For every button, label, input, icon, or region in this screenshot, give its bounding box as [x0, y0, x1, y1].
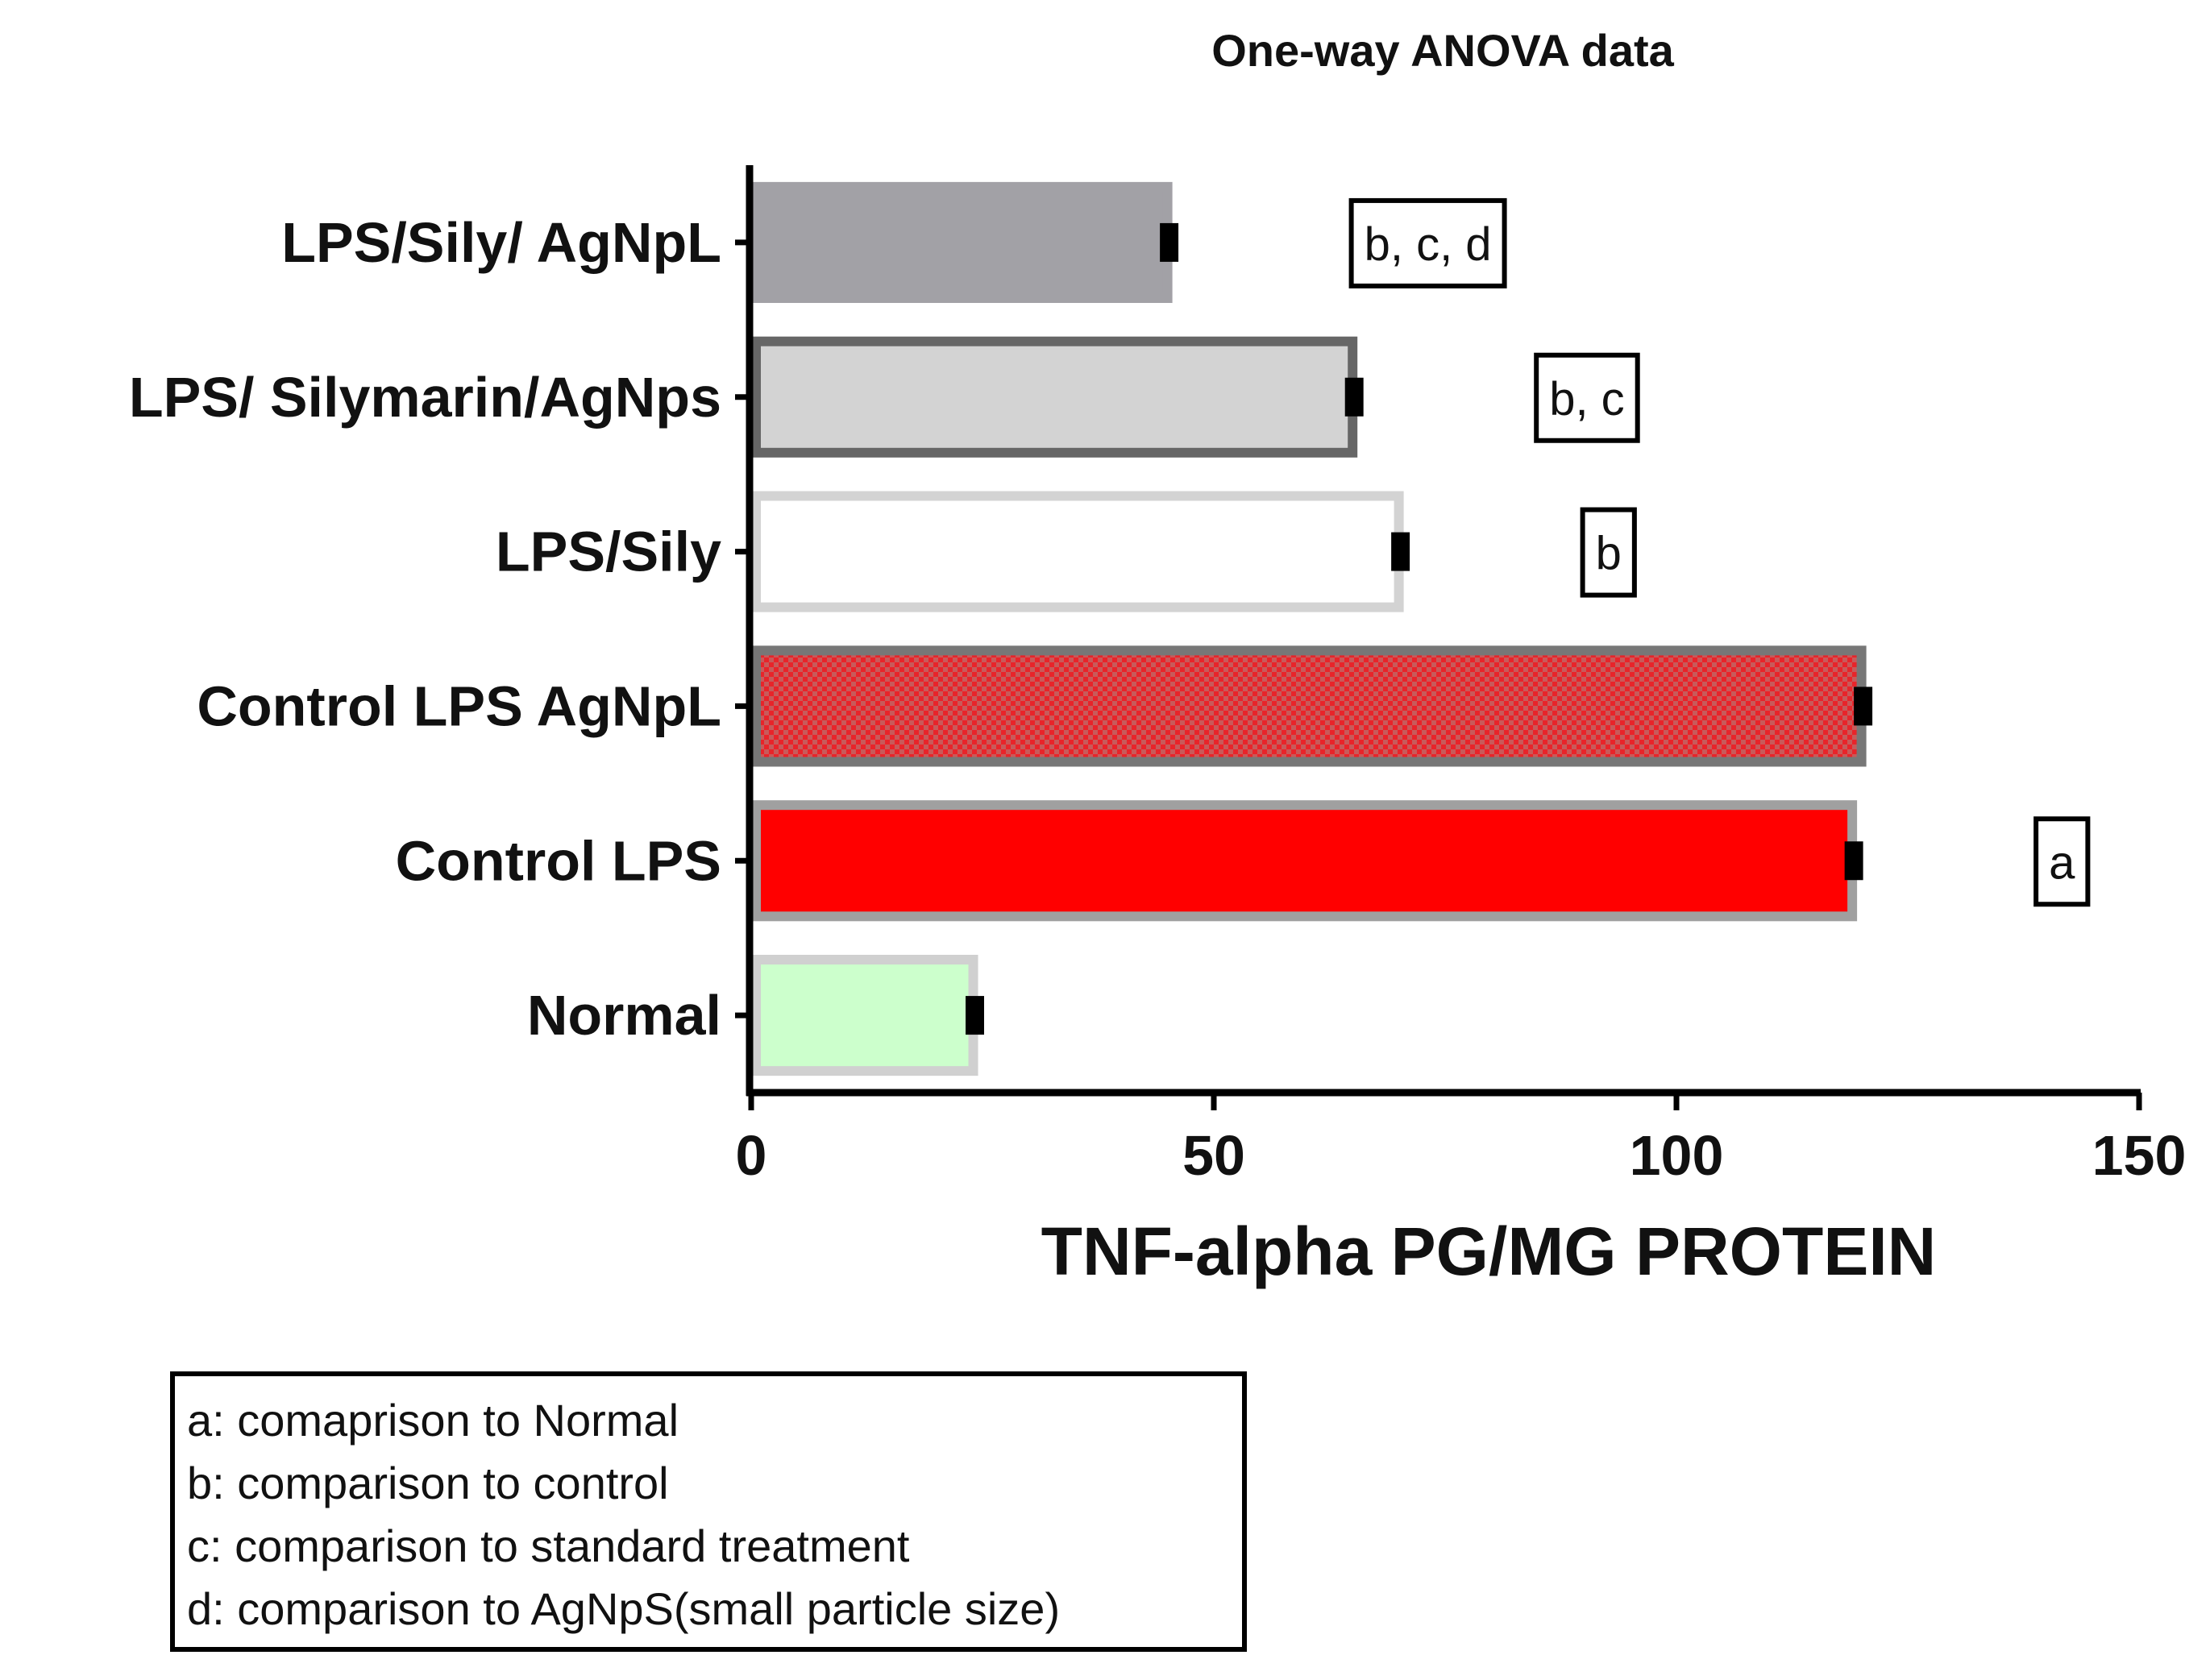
x-ticks: 0 50 100 150	[736, 1093, 2187, 1187]
annotation-label: a	[2049, 836, 2075, 889]
legend-entry: d: comparison to AgNpS(small particle si…	[187, 1583, 1060, 1634]
x-tick-label: 0	[736, 1124, 767, 1187]
error-bar	[1160, 222, 1179, 262]
legend-box	[170, 1371, 1247, 1652]
bar	[751, 645, 1867, 767]
category-labels: LPS/Sily/ AgNpL LPS/ Silymarin/AgNps LPS/S…	[129, 211, 721, 1047]
bar	[751, 955, 978, 1076]
legend-entries: a: comaprison to Normal b: comparison to …	[187, 1395, 1060, 1634]
x-tick-label: 150	[2092, 1124, 2187, 1187]
bar	[751, 181, 1173, 303]
bar	[751, 491, 1404, 612]
error-bar	[1344, 377, 1364, 417]
significance-annotations: b, c, d b, c b a	[1348, 197, 2091, 907]
error-bar	[966, 996, 984, 1035]
error-bar	[1391, 532, 1410, 571]
annotation-box	[1580, 507, 1637, 598]
y-ticks	[735, 239, 750, 1018]
error-bars-group	[966, 222, 1873, 1035]
error-bar	[1844, 841, 1863, 881]
category-label: LPS/Sily/ AgNpL	[281, 211, 721, 274]
chart-title: One-way ANOVA data	[1211, 25, 1674, 76]
category-label: LPS/Sily	[496, 521, 721, 583]
category-label: LPS/ Silymarin/AgNps	[129, 366, 721, 429]
annotation-label: b	[1596, 528, 1622, 580]
x-tick-label: 50	[1182, 1124, 1245, 1187]
annotation-box	[2033, 816, 2091, 907]
category-label: Control LPS	[396, 829, 721, 892]
x-tick-label: 100	[1630, 1124, 1724, 1187]
annotation-label: b, c	[1549, 373, 1625, 425]
x-axis-label: TNF-alpha PG/MG PROTEIN	[1041, 1213, 1937, 1289]
annotation-box	[1348, 197, 1507, 288]
annotation-box	[1534, 352, 1640, 443]
bars-group	[751, 181, 1867, 1076]
error-bar	[1854, 687, 1873, 726]
category-label: Normal	[527, 984, 721, 1047]
legend-entry: b: comparison to control	[187, 1458, 669, 1508]
category-label: Control LPS AgNpL	[197, 674, 721, 737]
bar	[751, 336, 1358, 458]
bar	[751, 800, 1858, 922]
legend-entry: a: comaprison to Normal	[187, 1395, 679, 1446]
legend-entry: c: comparison to standard treatment	[187, 1520, 910, 1571]
legend: a: comaprison to Normal b: comparison to …	[170, 1371, 1247, 1652]
annotation-label: b, c, d	[1365, 218, 1492, 271]
